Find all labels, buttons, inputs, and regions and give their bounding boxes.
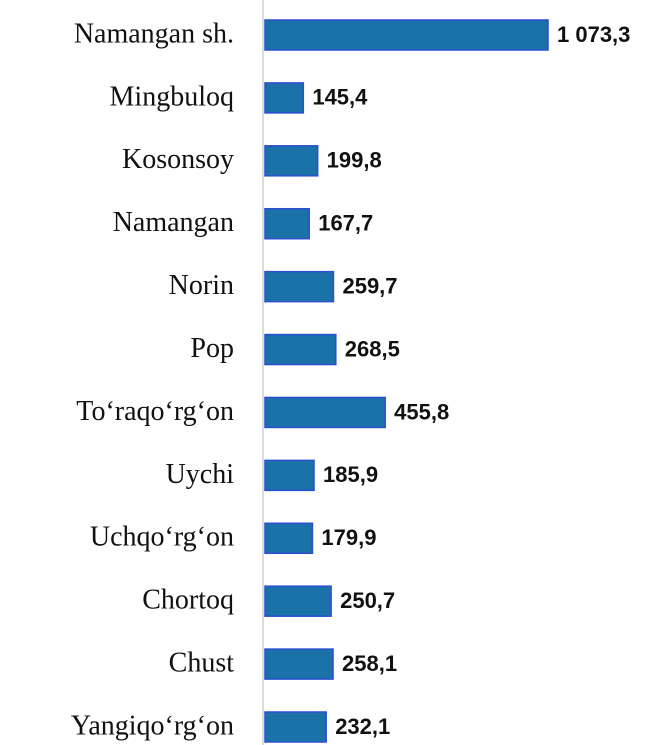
value-label: 145,4 <box>312 85 368 110</box>
category-label: Pop <box>190 333 234 364</box>
category-label: Namangan sh. <box>74 18 234 49</box>
bar <box>264 333 337 366</box>
category-label: Chust <box>169 648 235 679</box>
bar <box>264 459 315 492</box>
category-label: Uychi <box>166 459 235 490</box>
value-label: 258,1 <box>342 651 397 676</box>
bar <box>264 648 334 680</box>
category-label: To‘raqo‘rg‘on <box>76 396 234 427</box>
value-label: 455,8 <box>394 399 449 424</box>
value-label: 199,8 <box>327 148 382 173</box>
value-label: 232,1 <box>335 714 390 739</box>
value-label: 179,9 <box>321 525 376 550</box>
bar <box>264 19 549 51</box>
bar <box>264 396 386 429</box>
value-label: 167,7 <box>318 211 373 236</box>
category-label: Norin <box>169 270 234 301</box>
category-label: Mingbuloq <box>110 81 234 112</box>
category-label: Kosonsoy <box>122 144 234 175</box>
category-label: Uchqo‘rg‘on <box>90 522 234 553</box>
bar <box>264 270 335 303</box>
category-label: Namangan <box>113 207 234 238</box>
bar <box>264 522 314 555</box>
value-label: 250,7 <box>340 588 395 613</box>
bar <box>264 82 305 114</box>
value-label: 1 073,3 <box>557 22 630 47</box>
bar <box>264 207 310 240</box>
bar <box>264 711 327 743</box>
bar <box>264 585 332 617</box>
value-label: 259,7 <box>342 273 397 298</box>
bar <box>264 145 319 177</box>
category-label: Yangiqo‘rg‘on <box>71 710 234 741</box>
value-label: 268,5 <box>345 336 400 361</box>
value-label: 185,9 <box>323 462 378 487</box>
category-label: Chortoq <box>142 585 234 616</box>
